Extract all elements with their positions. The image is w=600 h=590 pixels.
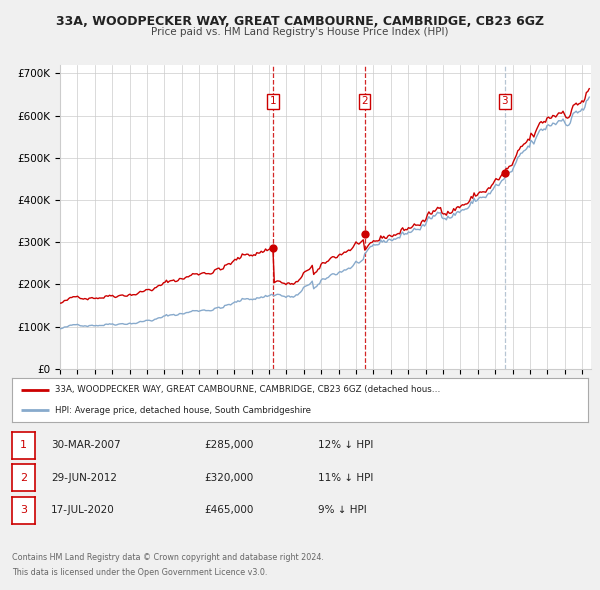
Text: This data is licensed under the Open Government Licence v3.0.: This data is licensed under the Open Gov… [12, 568, 268, 577]
Text: 1: 1 [20, 441, 27, 450]
Text: Price paid vs. HM Land Registry's House Price Index (HPI): Price paid vs. HM Land Registry's House … [151, 27, 449, 37]
Text: 1: 1 [270, 96, 277, 106]
Text: 17-JUL-2020: 17-JUL-2020 [51, 506, 115, 515]
Text: Contains HM Land Registry data © Crown copyright and database right 2024.: Contains HM Land Registry data © Crown c… [12, 553, 324, 562]
Text: £320,000: £320,000 [204, 473, 253, 483]
Text: 2: 2 [361, 96, 368, 106]
Text: £285,000: £285,000 [204, 441, 253, 450]
Text: 33A, WOODPECKER WAY, GREAT CAMBOURNE, CAMBRIDGE, CB23 6GZ (detached hous…: 33A, WOODPECKER WAY, GREAT CAMBOURNE, CA… [55, 385, 440, 395]
Text: 12% ↓ HPI: 12% ↓ HPI [318, 441, 373, 450]
Text: £465,000: £465,000 [204, 506, 253, 515]
Text: 33A, WOODPECKER WAY, GREAT CAMBOURNE, CAMBRIDGE, CB23 6GZ: 33A, WOODPECKER WAY, GREAT CAMBOURNE, CA… [56, 15, 544, 28]
Text: 2: 2 [20, 473, 27, 483]
Text: 3: 3 [20, 506, 27, 515]
Text: 29-JUN-2012: 29-JUN-2012 [51, 473, 117, 483]
Text: HPI: Average price, detached house, South Cambridgeshire: HPI: Average price, detached house, Sout… [55, 406, 311, 415]
Text: 3: 3 [502, 96, 508, 106]
Text: 9% ↓ HPI: 9% ↓ HPI [318, 506, 367, 515]
Text: 30-MAR-2007: 30-MAR-2007 [51, 441, 121, 450]
Text: 11% ↓ HPI: 11% ↓ HPI [318, 473, 373, 483]
